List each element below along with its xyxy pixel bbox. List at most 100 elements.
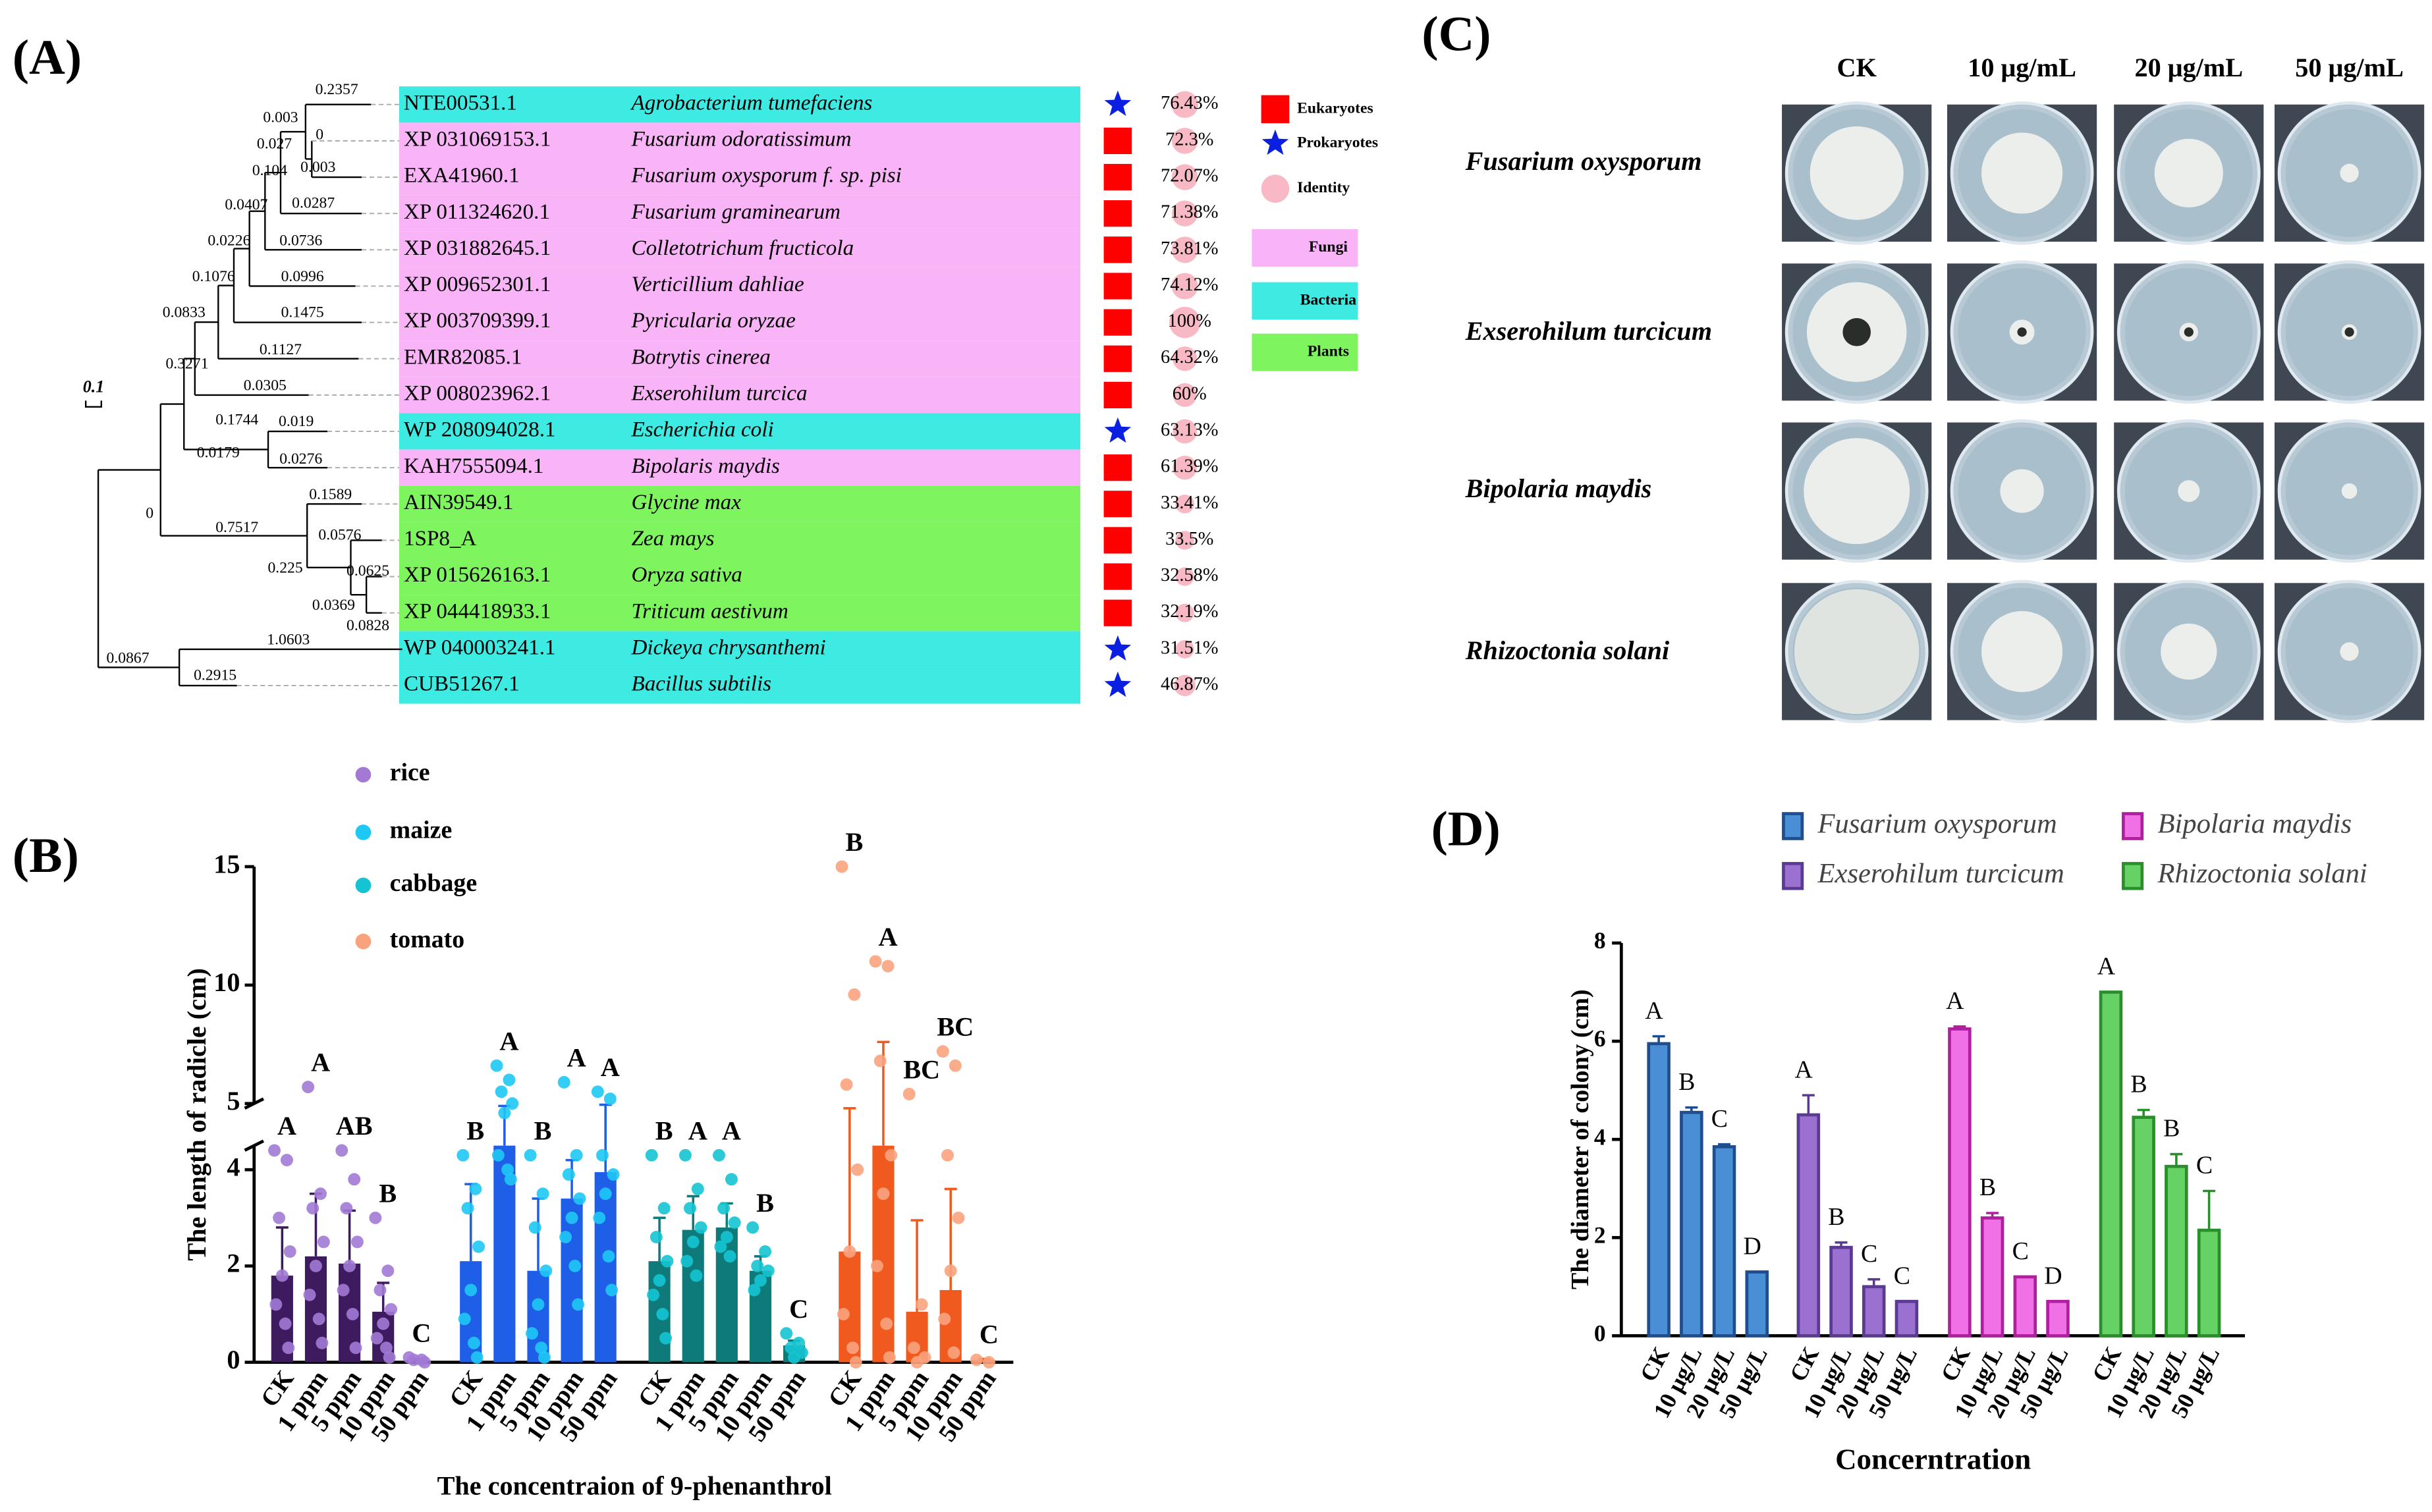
accession: KAH7555094.1 bbox=[404, 454, 544, 478]
data-point bbox=[281, 1154, 293, 1167]
legend-box bbox=[1252, 282, 1358, 320]
bar bbox=[561, 1199, 583, 1363]
data-point bbox=[785, 1341, 798, 1355]
data-point bbox=[565, 1211, 578, 1224]
x-axis-title: Concerntration bbox=[1835, 1442, 2031, 1475]
row-band bbox=[399, 86, 1081, 123]
data-point bbox=[880, 1317, 893, 1330]
data-point bbox=[720, 1231, 733, 1244]
identity-label: 71.38% bbox=[1161, 202, 1218, 223]
kingdom-square bbox=[1103, 273, 1132, 300]
colony bbox=[1981, 610, 2063, 692]
data-point bbox=[506, 1097, 519, 1110]
bar bbox=[1712, 1145, 1736, 1337]
data-point bbox=[603, 1093, 617, 1106]
data-point bbox=[559, 1231, 572, 1244]
colony bbox=[2000, 469, 2044, 513]
data-point bbox=[461, 1202, 474, 1215]
scale-label: 0.1 bbox=[83, 377, 105, 396]
significance-letter: A bbox=[1645, 997, 1663, 1025]
data-point bbox=[717, 1202, 731, 1215]
data-point bbox=[495, 1085, 508, 1098]
data-point bbox=[316, 1336, 329, 1349]
accession: XP 044418933.1 bbox=[404, 599, 551, 623]
data-point bbox=[369, 1211, 382, 1224]
significance-letter: C bbox=[1861, 1240, 1877, 1268]
row-band bbox=[399, 159, 1081, 196]
legend-star bbox=[1261, 129, 1289, 155]
data-point bbox=[279, 1317, 292, 1330]
bar bbox=[1980, 1216, 2004, 1337]
data-point bbox=[535, 1341, 548, 1355]
species: Agrobacterium tumefaciens bbox=[630, 90, 873, 115]
legend-label: Bipolaria maydis bbox=[2157, 808, 2352, 839]
legend-label: Exserohilum turcicum bbox=[1817, 858, 2064, 889]
axis-break bbox=[244, 1139, 265, 1152]
data-point bbox=[539, 1264, 553, 1278]
data-point bbox=[728, 1216, 741, 1229]
column-header: 20 μg/mL bbox=[2134, 53, 2243, 82]
species: Fusarium oxysporum f. sp. pisi bbox=[631, 163, 902, 188]
data-point bbox=[468, 1336, 480, 1349]
panel-label: (D) bbox=[1431, 802, 1501, 857]
data-point bbox=[373, 1283, 387, 1297]
data-point bbox=[306, 1202, 319, 1215]
kingdom-square bbox=[1103, 236, 1132, 263]
data-point bbox=[314, 1187, 327, 1201]
significance-letter: B bbox=[466, 1116, 484, 1145]
column-header: 10 μg/mL bbox=[1968, 53, 2076, 82]
data-point bbox=[686, 1235, 700, 1249]
legend-label: rice bbox=[390, 759, 430, 786]
data-point bbox=[602, 1250, 615, 1263]
y-tick-label: 0 bbox=[1594, 1320, 1606, 1347]
data-point bbox=[573, 1192, 586, 1205]
data-point bbox=[657, 1202, 671, 1215]
colony bbox=[1810, 126, 1904, 220]
accession: XP 031882645.1 bbox=[404, 236, 551, 260]
branch-length: 1.0603 bbox=[267, 631, 310, 648]
identity-label: 100% bbox=[1168, 311, 1211, 331]
significance-letter: A bbox=[277, 1111, 296, 1141]
data-point bbox=[849, 1356, 862, 1369]
data-point bbox=[538, 1351, 551, 1364]
bar bbox=[1948, 1027, 1972, 1337]
data-point bbox=[346, 1308, 359, 1320]
significance-letter: A bbox=[567, 1042, 586, 1072]
accession: 1SP8_A bbox=[404, 526, 477, 551]
legend-label: Fungi bbox=[1309, 238, 1348, 256]
significance-letter: B bbox=[655, 1116, 673, 1145]
species: Botrytis cinerea bbox=[632, 344, 771, 369]
branch-length: 0.0407 bbox=[225, 196, 267, 213]
accession: XP 011324620.1 bbox=[404, 200, 550, 224]
colony-center bbox=[2344, 327, 2354, 337]
data-point bbox=[591, 1085, 604, 1098]
data-point bbox=[343, 1259, 356, 1272]
y-tick-label: 2 bbox=[1594, 1222, 1606, 1248]
identity-label: 60% bbox=[1173, 383, 1207, 404]
data-point bbox=[491, 1148, 505, 1162]
species: Fusarium odoratissimum bbox=[631, 126, 852, 151]
panel-label: (C) bbox=[1422, 7, 1491, 62]
significance-letter: C bbox=[980, 1320, 999, 1349]
significance-letter: B bbox=[756, 1188, 774, 1218]
row-band bbox=[399, 449, 1081, 486]
bar bbox=[682, 1229, 704, 1363]
species: Verticillium dahliae bbox=[632, 272, 804, 296]
data-point bbox=[780, 1327, 793, 1340]
data-point bbox=[835, 860, 848, 873]
kingdom-square bbox=[1103, 563, 1132, 590]
identity-circle bbox=[1171, 164, 1198, 190]
colony bbox=[1804, 438, 1910, 545]
data-point bbox=[653, 1274, 666, 1287]
row-label: Bipolaria maydis bbox=[1465, 473, 1652, 503]
species: Bacillus subtilis bbox=[632, 672, 772, 696]
legend-marker bbox=[355, 767, 372, 783]
data-point bbox=[915, 1298, 928, 1311]
branch-length: 0.0828 bbox=[346, 617, 389, 634]
data-point bbox=[885, 1148, 898, 1162]
identity-label: 32.19% bbox=[1161, 601, 1218, 622]
colony bbox=[2341, 483, 2358, 499]
data-point bbox=[282, 1341, 295, 1355]
bar bbox=[2046, 1299, 2070, 1337]
kingdom-square bbox=[1103, 381, 1132, 408]
